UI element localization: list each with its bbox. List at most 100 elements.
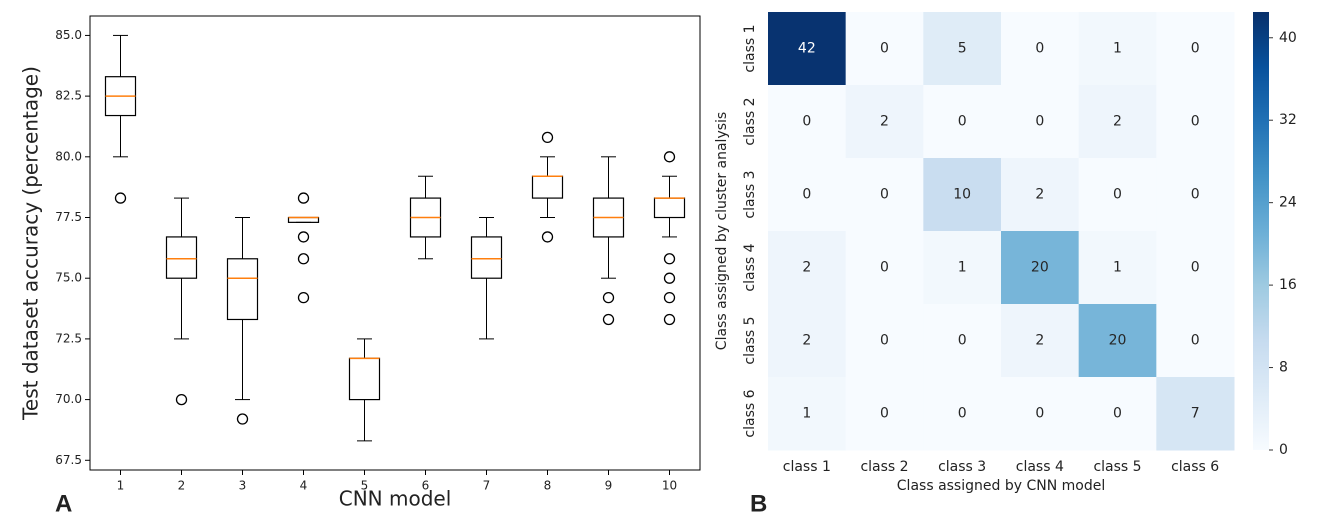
y-tick-label: class 5: [742, 316, 758, 364]
y-axis-label: Test dataset accuracy (percentage): [19, 66, 43, 421]
heatmap-cell: [845, 231, 924, 305]
outlier: [541, 231, 554, 243]
cell-label: 0: [1191, 333, 1200, 349]
cell-label: 0: [958, 333, 967, 349]
heatmap-cell: [768, 85, 847, 159]
heatmap-cell: [768, 158, 847, 232]
axes-frame: [89, 15, 701, 471]
outlier: [602, 291, 615, 304]
heatmap-cell: [1001, 231, 1080, 305]
cell-label: 2: [1035, 187, 1044, 203]
x-tick-label: 6: [422, 479, 430, 493]
heatmap-cell: [923, 377, 1002, 451]
y-tick-label: class 6: [742, 389, 758, 437]
box: [653, 197, 686, 219]
heatmap-cell: [1156, 231, 1235, 305]
heatmap-cell: [845, 377, 924, 451]
y-tick-label: class 3: [742, 170, 758, 218]
heatmap-cell: [1001, 304, 1080, 378]
heatmap-cell: [923, 12, 1002, 86]
y-tick-label: class 1: [742, 24, 758, 72]
x-tick-label: 3: [239, 479, 247, 493]
heatmap-cell: [1001, 85, 1080, 159]
colorbar-tick-label: 40: [1279, 30, 1297, 46]
cell-label: 20: [1109, 333, 1127, 349]
heatmap-cell: [1078, 304, 1157, 378]
y-tick-label: 80.0: [55, 149, 82, 163]
x-tick-label: class 4: [1016, 459, 1064, 475]
colorbar-tick-label: 16: [1279, 277, 1297, 293]
heatmap-cell: [923, 231, 1002, 305]
box: [165, 236, 198, 279]
heatmap-cell: [1156, 158, 1235, 232]
x-axis-label: CNN model: [339, 487, 452, 511]
box: [226, 258, 259, 321]
panel-label: A: [55, 490, 72, 517]
heatmap-cell: [1156, 377, 1235, 451]
cell-label: 0: [1035, 406, 1044, 422]
heatmap-cell: [1001, 158, 1080, 232]
heatmap-cell: [923, 85, 1002, 159]
panel-label: B: [750, 490, 767, 517]
x-tick-label: 4: [300, 479, 308, 493]
x-tick-label: class 2: [860, 459, 908, 475]
heatmap-cell: [768, 304, 847, 378]
cell-label: 0: [1035, 114, 1044, 130]
y-tick-label: 85.0: [55, 28, 82, 42]
heatmap-cell: [1001, 12, 1080, 86]
cell-label: 2: [1113, 114, 1122, 130]
cell-label: 2: [1035, 333, 1044, 349]
cell-label: 0: [1191, 114, 1200, 130]
outlier: [663, 151, 676, 163]
x-tick-label: 8: [544, 479, 552, 493]
outlier: [663, 272, 676, 284]
cell-label: 0: [880, 406, 889, 422]
heatmap-cell: [1078, 377, 1157, 451]
heatmap-cell: [1001, 377, 1080, 451]
cell-label: 1: [802, 406, 811, 422]
cell-label: 1: [1113, 41, 1122, 57]
heatmap-cell: [768, 377, 847, 451]
cell-label: 0: [958, 114, 967, 130]
heatmap-cell: [1078, 85, 1157, 159]
heatmap-cell: [845, 12, 924, 86]
cell-label: 0: [880, 41, 889, 57]
heatmap-cell: [1078, 231, 1157, 305]
cell-label: 0: [880, 187, 889, 203]
heatmap-cell: [1078, 158, 1157, 232]
heatmap-cell: [1156, 304, 1235, 378]
outlier: [175, 393, 188, 406]
x-tick-label: 7: [483, 479, 491, 493]
cell-label: 7: [1191, 406, 1200, 422]
heatmap-cell: [923, 158, 1002, 232]
x-tick-label: class 1: [783, 459, 831, 475]
heatmap-cell: [923, 304, 1002, 378]
y-tick-label: class 2: [742, 97, 758, 145]
cell-label: 42: [798, 41, 816, 57]
outlier: [541, 131, 554, 144]
cell-label: 0: [1113, 187, 1122, 203]
cell-label: 0: [802, 187, 811, 203]
y-tick-label: 75.0: [55, 271, 82, 285]
cell-label: 0: [880, 260, 889, 276]
cell-label: 1: [958, 260, 967, 276]
cell-label: 10: [953, 187, 971, 203]
cell-label: 0: [1035, 41, 1044, 57]
outlier: [236, 413, 249, 425]
colorbar-tick-label: 0: [1279, 442, 1288, 458]
heatmap-cell: [845, 85, 924, 159]
x-tick-label: 1: [117, 479, 125, 493]
heatmap-cell: [768, 231, 847, 305]
x-tick-label: 5: [361, 479, 369, 493]
cell-label: 2: [802, 333, 811, 349]
outlier: [297, 231, 310, 243]
cell-label: 2: [802, 260, 811, 276]
heatmap-cell: [1078, 12, 1157, 86]
cell-label: 20: [1031, 260, 1049, 276]
cell-label: 0: [880, 333, 889, 349]
heatmap-cell: [768, 12, 847, 86]
colorbar-tick-label: 8: [1279, 360, 1288, 376]
cell-label: 0: [1191, 187, 1200, 203]
x-tick-label: class 6: [1171, 459, 1219, 475]
